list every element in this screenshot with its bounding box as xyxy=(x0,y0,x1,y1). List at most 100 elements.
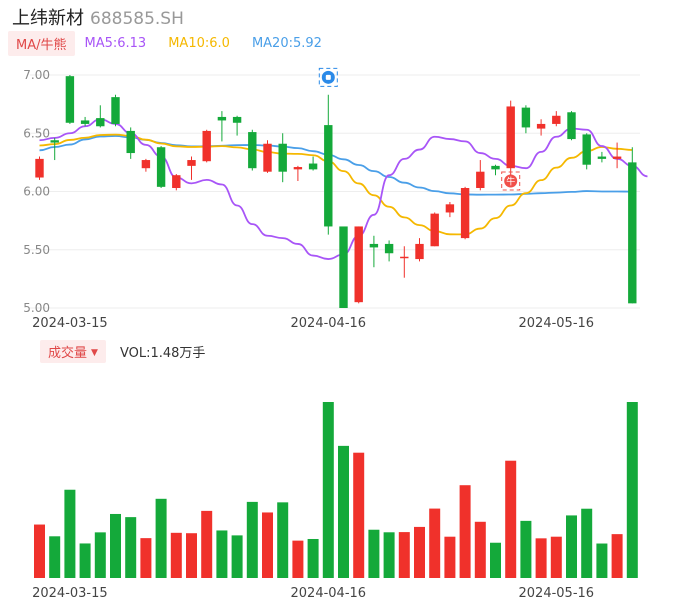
volume-bar xyxy=(368,529,380,578)
candle-down xyxy=(96,118,105,127)
candle-up xyxy=(187,160,196,166)
volume-bar xyxy=(338,445,349,578)
candle-down xyxy=(369,243,379,248)
volume-bar xyxy=(79,543,91,578)
volume-bar xyxy=(94,532,106,578)
volume-bar xyxy=(535,538,547,578)
candle-up xyxy=(506,106,515,169)
volume-bar xyxy=(444,536,456,578)
volume-bar xyxy=(520,520,532,578)
candle-up xyxy=(293,167,303,170)
x-tick-label: 2024-03-15 xyxy=(32,316,108,331)
volume-bar xyxy=(201,510,213,578)
volume-bar xyxy=(170,532,182,578)
ma5-label: MA5:6.13 xyxy=(84,35,147,51)
candle-down xyxy=(582,134,591,165)
volume-bar xyxy=(626,402,638,578)
candle-down xyxy=(324,125,333,227)
volume-bar xyxy=(474,521,486,578)
candle-down xyxy=(308,163,318,170)
volume-bar xyxy=(246,501,258,578)
y-tick-label: 5.00 xyxy=(23,301,50,315)
candle-down xyxy=(217,116,227,121)
bull-badge-icon[interactable]: 牛 xyxy=(501,171,521,191)
ma-indicator-button[interactable]: MA/牛熊 xyxy=(8,30,75,56)
volume-bar xyxy=(155,498,167,578)
candle-down xyxy=(339,226,348,308)
volume-value-label: VOL:1.48万手 xyxy=(119,345,206,361)
stock-header: 上纬新材 688585.SH xyxy=(12,4,184,29)
candle-up xyxy=(460,188,470,239)
svg-text:牛: 牛 xyxy=(506,176,515,188)
volume-bar xyxy=(49,536,61,578)
candle-up xyxy=(400,256,409,259)
volume-x-tick-label: 2024-04-16 xyxy=(291,586,367,601)
volume-bar xyxy=(34,524,45,578)
volume-bar xyxy=(414,526,425,578)
y-tick-label: 7.00 xyxy=(23,68,50,82)
volume-legend: 成交量 ▼ VOL:1.48万手 xyxy=(40,339,206,363)
candle-down xyxy=(65,76,75,123)
volume-bar xyxy=(140,538,152,578)
volume-bar xyxy=(262,512,273,578)
volume-bar xyxy=(490,542,501,578)
volume-bar xyxy=(459,485,471,578)
volume-x-tick-label: 2024-05-16 xyxy=(519,586,595,601)
candle-up xyxy=(202,130,211,162)
ma10-label: MA10:6.0 xyxy=(168,35,230,51)
dropdown-arrow-icon: ▼ xyxy=(91,347,98,358)
candle-up xyxy=(415,243,424,260)
y-tick-label: 6.50 xyxy=(23,126,50,140)
candle-up xyxy=(552,115,561,124)
volume-bar xyxy=(110,513,121,578)
stock-name: 上纬新材 xyxy=(12,8,84,29)
candle-down xyxy=(521,107,531,128)
volume-bar xyxy=(611,534,623,578)
volume-bar xyxy=(353,452,365,578)
volume-bar xyxy=(322,402,334,578)
volume-bar xyxy=(125,517,137,578)
candle-down xyxy=(156,147,166,187)
volume-bar xyxy=(307,538,319,578)
candle-down xyxy=(232,116,242,123)
volume-button-label: 成交量 xyxy=(48,345,88,361)
candle-up xyxy=(35,158,44,178)
candle-down xyxy=(111,97,120,124)
volume-bar xyxy=(292,540,304,578)
candle-down xyxy=(80,120,90,124)
volume-bar xyxy=(231,535,243,578)
volume-x-tick-label: 2024-03-15 xyxy=(32,586,108,601)
volume-bar xyxy=(581,508,593,578)
candle-up xyxy=(536,123,546,129)
volume-bar xyxy=(186,533,197,578)
volume-indicator-button[interactable]: 成交量 ▼ xyxy=(40,339,106,363)
candle-down xyxy=(248,132,257,169)
volume-bar xyxy=(277,502,289,578)
volume-bar xyxy=(596,543,608,578)
candle-down xyxy=(126,130,135,154)
volume-bar xyxy=(429,508,441,578)
stock-code: 688585.SH xyxy=(90,9,184,29)
candle-down xyxy=(597,156,607,159)
candle-down xyxy=(278,143,287,172)
candle-up xyxy=(430,213,439,247)
blue-badge-icon[interactable] xyxy=(318,67,338,87)
volume-bar xyxy=(383,532,395,578)
ma-legend: MA/牛熊 MA5:6.13 MA10:6.0 MA20:5.92 xyxy=(8,30,344,56)
volume-bar xyxy=(216,530,228,578)
candle-down xyxy=(384,243,394,254)
y-tick-label: 5.50 xyxy=(23,243,50,257)
candle-up xyxy=(263,143,272,172)
y-tick-label: 6.00 xyxy=(23,185,50,199)
candle-up xyxy=(141,160,151,169)
candle-up xyxy=(476,171,485,189)
candle-up xyxy=(445,204,455,213)
volume-bar xyxy=(566,515,577,578)
candle-down xyxy=(567,112,576,140)
candle-up xyxy=(354,226,363,303)
volume-bar xyxy=(398,532,410,578)
candle-up xyxy=(172,175,181,189)
x-tick-label: 2024-05-16 xyxy=(519,316,595,331)
ma20-label: MA20:5.92 xyxy=(251,35,322,51)
